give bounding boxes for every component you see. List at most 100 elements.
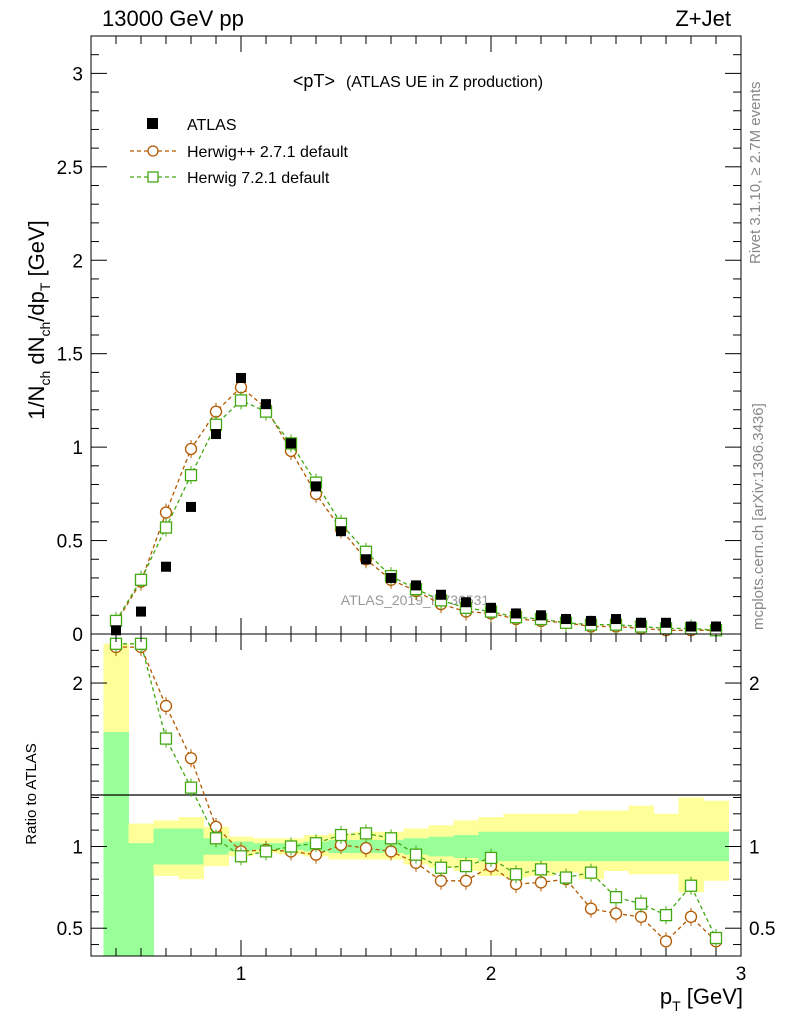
legend-marker-herwig7 [147,171,159,183]
herwig-pp-ratio-point [434,874,448,887]
herwig-pp-main-point [209,405,223,418]
herwig7-ratio-point [659,908,673,922]
main-y-axis-label: 1/Nch dNch/dpT [GeV] [24,220,53,420]
herwig7-ratio-point [259,845,273,858]
ratio-y-tick-label-right: 1 [749,837,760,858]
atlas-data-point [661,617,671,628]
atlas-data-point [311,481,321,492]
herwig7-ratio-point [559,871,573,884]
main-y-tick-label: 2.5 [57,158,83,179]
atlas-data-point [636,617,646,628]
legend-label-atlas: ATLAS [187,117,237,134]
herwig7-main-point [234,394,248,407]
x-tick-label: 1 [236,964,247,985]
atlas-data-point [386,572,396,583]
process-title: Z+Jet [675,6,731,31]
atlas-data-point [511,608,521,619]
legend-label-herwig-pp: Herwig++ 2.7.1 default [187,144,349,161]
atlas-data-point [561,614,571,625]
ratio-band-inner [128,843,154,956]
atlas-data-point [486,602,496,613]
herwig7-ratio-point [534,863,548,876]
herwig-pp-ratio-point [634,910,648,923]
legend-marker-herwig-pp [147,145,159,157]
panel-title: <pT> (ATLAS UE in Z production) [293,71,543,91]
analysis-watermark: ATLAS_2019_I1736531 [341,592,490,608]
ratio-x-ticks: 1 2 3 [115,634,746,985]
herwig7-main-point [134,573,148,586]
ylabel-base: 1/N [24,386,49,420]
x-axis-label: pT [GeV] [660,984,743,1014]
herwig7-ratio-point [634,897,648,910]
ylabel-sub1: ch [37,371,53,386]
xlabel-unit: [GeV] [681,984,743,1009]
atlas-data-point [461,597,471,608]
ratio-y-ticks: 0.5 0.5 1 1 2 2 [57,649,775,946]
ylabel-sub3: T [37,282,53,291]
ylabel-mid2: /dp [24,291,49,322]
atlas-data-point [136,606,146,617]
atlas-data-point [711,621,721,632]
atlas-data-point [211,429,221,440]
main-y-tick-label: 2 [72,251,83,272]
herwig-pp-main-point [234,381,248,394]
herwig7-ratio-point [434,861,448,874]
main-y-tick-label: 0 [72,625,83,646]
mcplots-label: mcplots.cern.ch [arXiv:1306.3436] [750,403,767,630]
ratio-series-layer [109,634,723,951]
main-x-ticks [115,36,717,634]
ratio-band-inner [453,835,479,858]
main-panel: <pT> (ATLAS UE in Z production) 1/Nch dN… [24,35,742,646]
legend-label-herwig7: Herwig 7.2.1 default [187,170,330,187]
atlas-data-point [236,372,246,383]
herwig7-ratio-point [359,827,373,840]
ratio-frame [90,633,742,957]
title-main: <pT> [293,71,335,91]
atlas-data-point [261,399,271,410]
herwig-pp-ratio-point [534,876,548,889]
atlas-data-point [336,526,346,537]
herwig-pp-ratio-point [609,907,623,920]
herwig-pp-main-point [159,506,173,519]
atlas-data-point [186,501,196,512]
title-sub: (ATLAS UE in Z production) [346,74,543,91]
herwig7-ratio-point [309,837,323,850]
ratio-band-inner [603,831,629,862]
ratio-band-inner [628,831,654,862]
herwig7-main-point [109,614,123,628]
atlas-data-point [286,438,296,449]
herwig-pp-ratio-point [184,752,198,765]
main-y-tick-label: 0.5 [57,532,83,553]
atlas-data-point [686,621,696,632]
herwig7-ratio-point [284,840,298,853]
herwig7-main-point [209,418,223,431]
herwig7-ratio-point [159,732,173,745]
herwig7-ratio-point [334,828,348,842]
herwig7-ratio-point [509,868,523,881]
xlabel-sub: T [672,998,681,1014]
herwig7-ratio-point [609,891,623,904]
ratio-panel: 0.5 0.5 1 1 2 2 1 2 3 Ratio to ATLAS pT [GeV] [23,633,775,1014]
ylabel-unit: [GeV] [24,220,49,282]
herwig7-main-point [184,469,198,482]
herwig7-ratio-point [709,931,723,945]
herwig-pp-ratio-point [384,845,398,858]
legend-marker-atlas [147,118,158,129]
atlas-data-point [411,580,421,591]
ratio-band-inner [703,831,729,862]
ratio-band-inner [553,831,579,862]
ratio-y-tick-label: 1 [72,837,83,858]
herwig-pp-ratio-point [359,841,373,855]
herwig7-ratio-point [209,832,223,845]
ylabel-sub2: ch [37,322,53,337]
main-y-tick-label: 3 [72,64,83,85]
herwig7-main-point [159,521,173,534]
atlas-data-point [536,610,546,621]
ratio-y-tick-label: 2 [72,674,83,695]
atlas-data-point [436,589,446,600]
ratio-y-axis-label: Ratio to ATLAS [23,743,40,844]
ratio-band-inner [178,828,204,865]
atlas-data-point [361,554,371,565]
herwig7-ratio-point [684,879,698,892]
